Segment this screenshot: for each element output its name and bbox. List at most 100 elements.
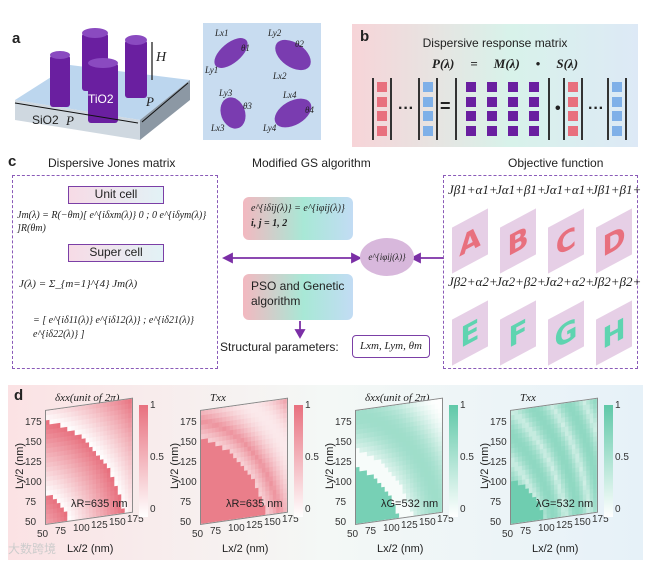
x-tick-label: 150 (264, 517, 281, 528)
y-tick-label: 50 (180, 517, 192, 528)
eq-m: M(λ) (493, 56, 520, 71)
theta4-label: θ4 (305, 105, 314, 115)
theta3-label: θ3 (243, 101, 252, 111)
y-axis-label: Ly/2 (nm) (479, 442, 491, 490)
y-tick-label: 175 (25, 417, 42, 428)
m-matrix (455, 78, 550, 140)
objective-title: Objective function (508, 156, 604, 170)
x-tick-label: 100 (538, 523, 555, 534)
target-jones-label: Jα2+β2+ (496, 274, 546, 289)
ly1-label: Ly1 (205, 65, 219, 75)
ellipsis-2: ··· (588, 100, 604, 117)
x-tick-label: 175 (282, 514, 299, 525)
period-label-2: P (146, 94, 154, 109)
x-tick-label: 100 (73, 523, 90, 534)
panel-d-label: d (14, 387, 24, 404)
y-tick-label: 75 (25, 497, 37, 508)
x-axis-label: Lx/2 (nm) (377, 543, 424, 555)
ellipse-pillars-icon (214, 38, 312, 129)
colorbar (604, 405, 613, 517)
period-label: P (66, 113, 74, 128)
pso-genetic-box: PSO and Genetic algorithm (243, 274, 353, 320)
x-tick-label: 50 (192, 529, 204, 540)
eq-p: P(λ) (432, 56, 455, 71)
y-tick-label: 150 (490, 437, 507, 448)
y-tick-label: 125 (335, 457, 352, 468)
sio2-label: SiO2 (32, 113, 59, 127)
eq-equals: = (470, 56, 478, 71)
panel-b-label: b (360, 28, 370, 45)
y-tick-label: 150 (25, 437, 42, 448)
target-letter-card: G (548, 300, 584, 366)
colorbar-tick: 0 (615, 504, 621, 515)
y-tick-label: 50 (25, 517, 37, 528)
lx2-label: Lx2 (273, 71, 287, 81)
target-letter-card: A (452, 208, 488, 274)
phase-label: e^{iφij(λ)} (368, 252, 406, 262)
super-cell-label: Super cell (68, 244, 164, 262)
colorbar-tick: 1 (615, 400, 621, 411)
metasurface-unit-cell-illustration (14, 28, 190, 140)
y-tick-label: 100 (335, 477, 352, 488)
colorbar-tick: 1 (150, 400, 156, 411)
height-label: H (156, 50, 167, 65)
y-tick-label: 100 (490, 477, 507, 488)
colorbar-tick: 0 (305, 504, 311, 515)
lx4-label: Lx4 (283, 90, 297, 100)
ly3-label: Ly3 (219, 88, 233, 98)
dot-sign: • (555, 100, 561, 117)
x-tick-label: 150 (419, 517, 436, 528)
equals-sign: = (440, 96, 451, 116)
x-axis-label: Lx/2 (nm) (222, 543, 269, 555)
unit-cell-equation: Jm(λ) = R(−θm)[ e^{iδxm(λ)} 0 ; 0 e^{iδy… (17, 210, 207, 234)
super-cell-equation: J(λ) = Σ_{m=1}^{4} Jm(λ) (19, 278, 138, 290)
s-vector-blue (607, 78, 627, 140)
lx3-label: Lx3 (211, 123, 225, 133)
x-tick-label: 50 (502, 529, 514, 540)
target-jones-label: Jα1+α1+ (544, 182, 594, 197)
lx1-label: Lx1 (215, 28, 229, 38)
jones-matrix-box: Unit cell Jm(λ) = R(−θm)[ e^{iδxm(λ)} 0 … (12, 175, 218, 369)
y-tick-label: 75 (335, 497, 347, 508)
heatmap-title: Txx (520, 392, 536, 404)
colorbar-tick: 1 (305, 400, 311, 411)
y-tick-label: 125 (490, 457, 507, 468)
x-tick-label: 150 (574, 517, 591, 528)
wavelength-label: λR=635 nm (226, 498, 283, 510)
colorbar-tick: 0.5 (460, 452, 474, 463)
x-tick-label: 125 (556, 520, 573, 531)
eq-s: S(λ) (556, 56, 579, 71)
y-tick-label: 175 (490, 417, 507, 428)
colorbar-tick: 0 (460, 504, 466, 515)
y-axis-label: Ly/2 (nm) (324, 442, 336, 490)
x-tick-label: 75 (365, 526, 377, 537)
p-vector-red (372, 78, 392, 140)
x-tick-label: 125 (401, 520, 418, 531)
target-letter-card: H (596, 300, 632, 366)
gs-equation: e^{iδij(λ)} = e^{iφij(λ)} (251, 203, 345, 214)
x-tick-label: 100 (228, 523, 245, 534)
x-tick-label: 50 (347, 529, 359, 540)
target-letter-card: C (548, 208, 584, 274)
jones-title: Dispersive Jones matrix (48, 156, 176, 170)
tio2-label: TiO2 (88, 92, 114, 106)
x-tick-label: 100 (383, 523, 400, 534)
colorbar-tick: 0.5 (150, 452, 164, 463)
y-tick-label: 150 (180, 437, 197, 448)
x-axis-label: Lx/2 (nm) (67, 543, 114, 555)
structural-parameters-values: Lxm, Lym, θm (352, 335, 430, 358)
y-tick-label: 100 (25, 477, 42, 488)
y-tick-label: 175 (335, 417, 352, 428)
unit-cell-label: Unit cell (68, 186, 164, 204)
phase-ellipse: e^{iφij(λ)} (360, 238, 414, 276)
x-tick-label: 75 (55, 526, 67, 537)
colorbar-tick: 0 (150, 504, 156, 515)
x-axis-label: Lx/2 (nm) (532, 543, 579, 555)
target-letter-card: B (500, 208, 536, 274)
structural-parameters-label: Structural parameters: (220, 340, 339, 354)
colorbar-tick: 1 (460, 400, 466, 411)
eq-dot: • (535, 56, 541, 71)
y-tick-label: 75 (490, 497, 502, 508)
panel-c-label: c (8, 153, 17, 170)
colorbar (449, 405, 458, 517)
